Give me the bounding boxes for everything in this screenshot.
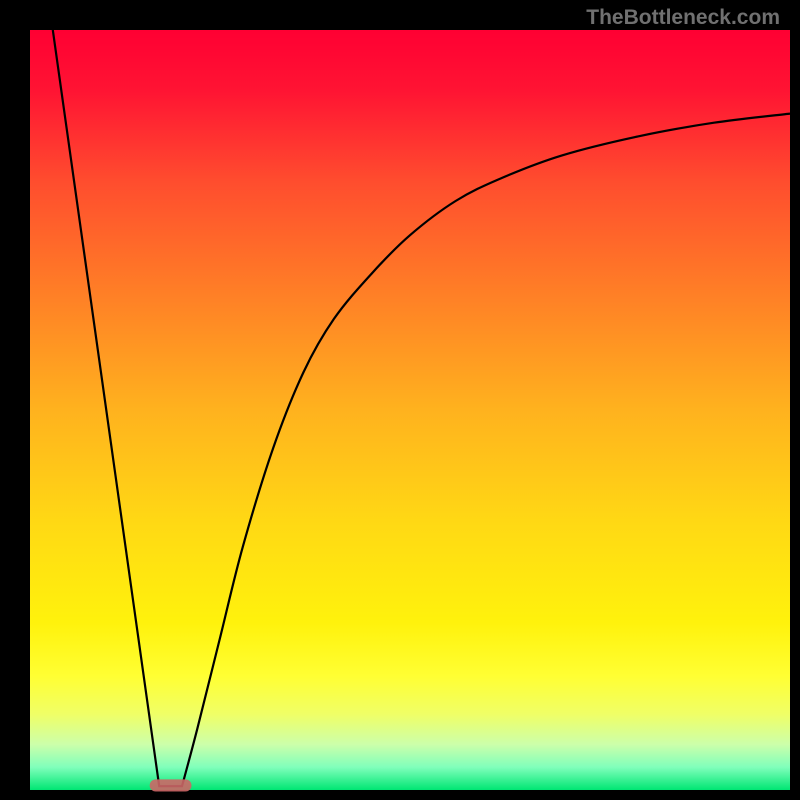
watermark-text: TheBottleneck.com <box>586 6 780 30</box>
optimum-marker <box>150 779 192 791</box>
bottleneck-chart <box>0 0 800 800</box>
chart-container: TheBottleneck.com <box>0 0 800 800</box>
